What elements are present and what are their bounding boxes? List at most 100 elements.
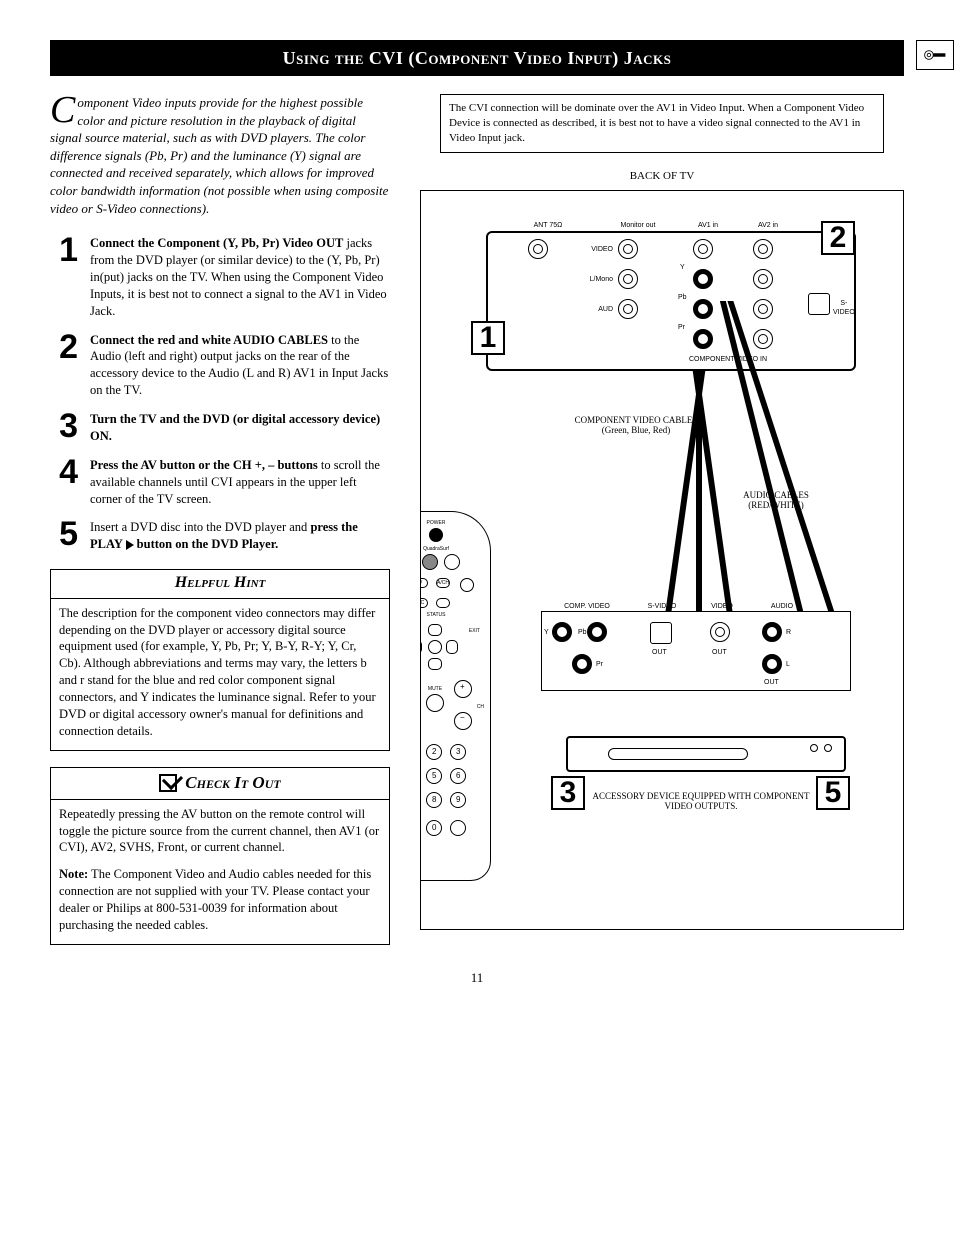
- jack-filled-icon: [552, 622, 572, 642]
- page-title: Using the CVI (Component Video Input) Ja…: [283, 48, 672, 68]
- antenna-jack: [528, 239, 548, 259]
- check-body: Repeatedly pressing the AV button on the…: [51, 800, 389, 944]
- hint-body: The description for the component video …: [51, 599, 389, 750]
- dpad-left-icon: [420, 640, 422, 654]
- comp-video-label: COMP. VIDEO: [557, 602, 617, 611]
- badge-2: 2: [821, 221, 855, 255]
- ch-down-icon: −: [454, 712, 472, 730]
- dpad-down-icon: [428, 658, 442, 670]
- power-button-icon: [429, 528, 443, 542]
- jack-filled-icon: [693, 269, 713, 289]
- step-2: 2 Connect the red and white AUDIO CABLES…: [50, 332, 390, 400]
- remote-button-icon: [422, 554, 438, 570]
- pr-label: Pr: [678, 323, 685, 332]
- remote-button-icon: [460, 578, 474, 592]
- step-5: 5 Insert a DVD disc into the DVD player …: [50, 519, 390, 553]
- svideo-jack-icon: [650, 622, 672, 644]
- step-4: 4 Press the AV button or the CH +, – but…: [50, 457, 390, 508]
- check-p1: Repeatedly pressing the AV button on the…: [59, 806, 381, 857]
- y-label: Y: [680, 263, 685, 272]
- jack-filled-icon: [762, 622, 782, 642]
- jack-filled-icon: [572, 654, 592, 674]
- tv-back-panel: ANT 75Ω Monitor out AV1 in AV2 in VIDEO …: [486, 231, 856, 371]
- dpad-center-icon: [428, 640, 442, 654]
- check-it-out-box: Check It Out Repeatedly pressing the AV …: [50, 767, 390, 945]
- jack-filled-icon: [587, 622, 607, 642]
- av1-label: AV1 in: [688, 221, 728, 230]
- remote-button-icon: [444, 554, 460, 570]
- step-1: 1 Connect the Component (Y, Pb, Pr) Vide…: [50, 235, 390, 319]
- badge-5: 5: [816, 776, 850, 810]
- badge-3: 3: [551, 776, 585, 810]
- dvd-back-panel: COMP. VIDEO Y Pb Pr S-VIDEO OUT VIDEO OU…: [541, 611, 851, 691]
- pb-label: Pb: [678, 293, 687, 302]
- lmono-label: L/Mono: [578, 275, 613, 284]
- accessory-device-label: ACCESSORY DEVICE EQUIPPED WITH COMPONENT…: [591, 791, 811, 813]
- jack-icon: [618, 239, 638, 259]
- svideo-out-label: S-VIDEO: [642, 602, 682, 611]
- step-number: 4: [50, 457, 78, 508]
- steps-list: 1 Connect the Component (Y, Pb, Pr) Vide…: [50, 235, 390, 553]
- step-number: 3: [50, 411, 78, 445]
- step-body: Insert a DVD disc into the DVD player an…: [90, 519, 390, 553]
- audio-cables-label: AUDIO CABLES (RED/WHITE): [721, 491, 831, 511]
- page-number: 11: [50, 969, 904, 987]
- jack-icon: [618, 299, 638, 319]
- helpful-hint-box: Helpful Hint The description for the com…: [50, 569, 390, 751]
- dpad-right-icon: [446, 640, 458, 654]
- intro-text: omponent Video inputs provide for the hi…: [50, 95, 388, 215]
- num-0-icon: 0: [426, 820, 442, 836]
- hint-title: Helpful Hint: [51, 570, 389, 599]
- jack-icon: [753, 239, 773, 259]
- jack-icon: [710, 622, 730, 642]
- mute-button-icon: [426, 694, 444, 712]
- step-3: 3 Turn the TV and the DVD (or digital ac…: [50, 411, 390, 445]
- dvd-button-icon: [824, 744, 832, 752]
- svideo-label: S-VIDEO: [833, 299, 855, 318]
- component-in-label: COMPONENT VIDEO IN: [668, 355, 788, 364]
- dpad-up-icon: [428, 624, 442, 636]
- num-2-icon: 2: [426, 744, 442, 760]
- jack-icon: [618, 269, 638, 289]
- step-body: Press the AV button or the CH +, – butto…: [90, 457, 390, 508]
- left-column: Component Video inputs provide for the h…: [50, 94, 390, 944]
- dvd-button-icon: [810, 744, 818, 752]
- aud-label: AUD: [583, 305, 613, 314]
- step-body: Turn the TV and the DVD (or digital acce…: [90, 411, 390, 445]
- jack-icon: [753, 299, 773, 319]
- video-label: VIDEO: [583, 245, 613, 254]
- jack-icon: [693, 239, 713, 259]
- autosound-button-icon: [436, 598, 450, 608]
- check-title: Check It Out: [185, 772, 280, 795]
- num-8-icon: 8: [426, 792, 442, 808]
- monitor-out-label: Monitor out: [613, 221, 663, 230]
- jack-filled-icon: [693, 329, 713, 349]
- num-3-icon: 3: [450, 744, 466, 760]
- cable-icon: [916, 40, 954, 70]
- right-column: The CVI connection will be dominate over…: [420, 94, 904, 944]
- step-number: 2: [50, 332, 78, 400]
- drop-cap: C: [50, 94, 77, 126]
- svideo-jack-icon: [808, 293, 830, 315]
- num-5-icon: 5: [426, 768, 442, 784]
- remote-control: POWER QuadraSurf AV A/CH CC STATUS MENU …: [420, 511, 491, 881]
- ant-label: ANT 75Ω: [518, 221, 578, 230]
- step-number: 5: [50, 519, 78, 553]
- num-9-icon: 9: [450, 792, 466, 808]
- ch-up-icon: +: [454, 680, 472, 698]
- dominate-note: The CVI connection will be dominate over…: [440, 94, 884, 153]
- page-title-bar: Using the CVI (Component Video Input) Ja…: [50, 40, 904, 76]
- step-body: Connect the red and white AUDIO CABLES t…: [90, 332, 390, 400]
- dvd-player-front: [566, 736, 846, 772]
- check-p2: Note: The Component Video and Audio cabl…: [59, 866, 381, 934]
- jack-filled-icon: [762, 654, 782, 674]
- component-cables-label: COMPONENT VIDEO CABLES (Green, Blue, Red…: [571, 416, 701, 436]
- step-body: Connect the Component (Y, Pb, Pr) Video …: [90, 235, 390, 319]
- checkmark-icon: [159, 774, 177, 792]
- num-6-icon: 6: [450, 768, 466, 784]
- remote-button-icon: [450, 820, 466, 836]
- step-number: 1: [50, 235, 78, 319]
- play-icon: [126, 540, 134, 550]
- check-title-row: Check It Out: [51, 768, 389, 800]
- jack-icon: [753, 329, 773, 349]
